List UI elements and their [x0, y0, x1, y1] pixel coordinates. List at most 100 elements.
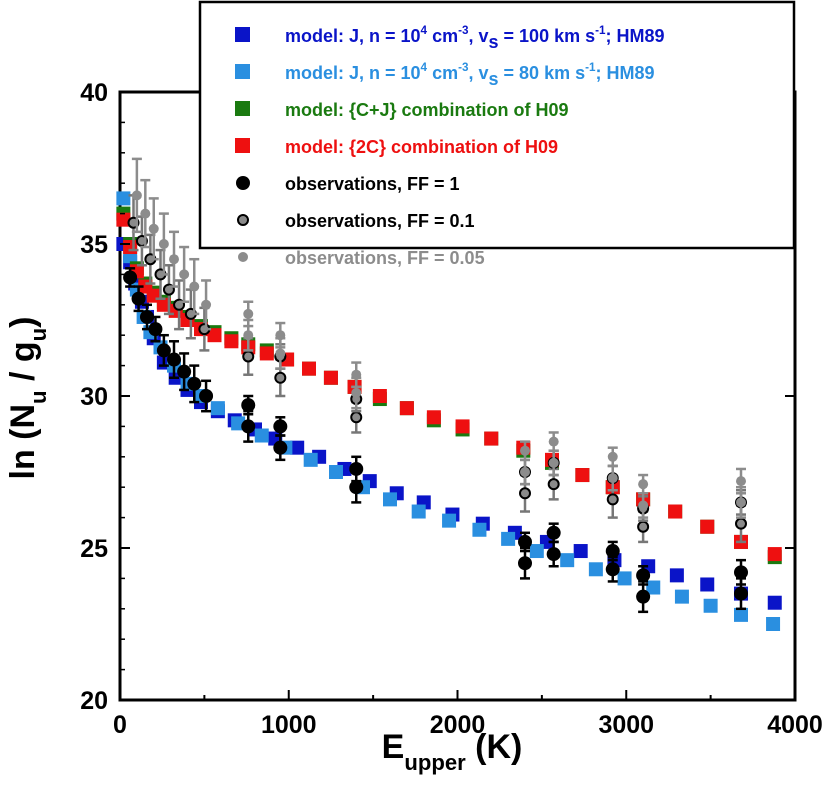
data-point-circle — [167, 352, 181, 367]
legend-label-part: cm — [427, 26, 458, 46]
data-point-circle — [242, 350, 255, 363]
data-point-circle — [201, 299, 212, 310]
data-point-circle — [243, 330, 254, 341]
data-point-circle — [548, 457, 559, 468]
data-point-square — [156, 297, 171, 312]
data-point-circle — [547, 478, 560, 491]
legend-label-part: = 100 km s — [499, 26, 596, 46]
x-tick-label: 4000 — [767, 711, 823, 739]
data-point-square — [529, 544, 544, 559]
y-axis-title-sub2: u — [26, 328, 51, 342]
data-point-circle — [199, 389, 214, 403]
y-tick-label: 20 — [80, 687, 108, 715]
legend-label: model: J, n = 104 cm-3, vs = 80 km s-1; … — [285, 61, 655, 89]
data-point-square — [703, 598, 718, 613]
data-point-square — [617, 571, 632, 586]
data-point-circle — [189, 281, 200, 292]
data-point-square — [259, 346, 274, 361]
data-point-square — [575, 468, 590, 483]
data-point-circle — [638, 500, 649, 511]
data-point-square — [323, 370, 338, 385]
legend-label-part: -3 — [458, 24, 469, 37]
data-point-square — [668, 504, 683, 519]
data-point-circle — [636, 589, 651, 604]
data-point-circle — [734, 565, 748, 580]
data-point-circle — [275, 348, 286, 359]
data-point-circle — [350, 411, 363, 424]
data-point-square — [116, 191, 131, 206]
data-point-square — [224, 334, 239, 349]
legend-label: model: {2C} combination of H09 — [285, 137, 558, 157]
y-axis-title-sub1: u — [26, 390, 51, 404]
data-point-square — [669, 568, 684, 583]
x-axis-title-main: E — [382, 728, 405, 766]
x-tick-label: 1000 — [261, 711, 317, 739]
data-point-square — [734, 607, 748, 622]
data-point-circle — [131, 291, 146, 306]
data-point-circle — [736, 476, 746, 487]
data-point-circle — [241, 398, 256, 413]
data-point-square — [210, 401, 225, 416]
legend-label-part: ; HM89 — [606, 26, 665, 46]
x-tick-label: 3000 — [598, 711, 654, 739]
data-point-circle — [607, 473, 618, 484]
data-point-square — [254, 428, 269, 443]
y-axis-title-post: ) — [4, 317, 42, 328]
data-point-square — [399, 401, 414, 416]
data-point-square — [303, 452, 318, 467]
data-point-circle — [518, 534, 532, 549]
x-axis-title: Eupper (K) — [382, 728, 523, 775]
data-point-square — [484, 431, 499, 446]
data-point-circle — [274, 371, 287, 384]
data-point-square — [290, 440, 305, 455]
data-point-circle — [605, 544, 620, 559]
data-point-circle — [605, 562, 620, 577]
legend-label-part: = 80 km s — [499, 63, 586, 83]
data-point-square — [573, 544, 588, 559]
legend-label: observations, FF = 0.1 — [285, 211, 475, 231]
x-tick-label: 2000 — [430, 711, 486, 739]
legend-marker — [235, 64, 250, 79]
data-point-square — [560, 553, 575, 568]
data-point-square — [767, 595, 782, 610]
series-4 — [123, 267, 748, 614]
data-point-square — [700, 577, 715, 592]
legend-label-part: ; HM89 — [596, 63, 655, 83]
data-point-circle — [734, 586, 748, 601]
legend-marker — [235, 138, 250, 153]
x-tick-label: 0 — [113, 711, 127, 739]
legend-label-part: , v — [469, 63, 489, 83]
series-layer — [116, 157, 782, 631]
data-point-square — [442, 513, 457, 528]
data-point-circle — [273, 419, 288, 434]
data-point-circle — [736, 497, 746, 508]
data-point-circle — [351, 387, 362, 398]
legend-label-part: -3 — [458, 61, 469, 74]
data-point-square — [674, 589, 689, 604]
legend-label-part: observations, FF = 0.1 — [285, 211, 475, 231]
data-point-square — [116, 212, 131, 227]
data-point-circle — [140, 309, 154, 324]
data-point-circle — [169, 254, 179, 265]
data-point-square — [646, 580, 661, 595]
y-tick-label: 25 — [80, 535, 108, 563]
data-point-circle — [177, 364, 192, 379]
legend-label-part: model: {2C} combination of H09 — [285, 137, 558, 157]
data-point-circle — [520, 467, 530, 477]
data-point-circle — [546, 525, 561, 540]
legend-label-part: observations, FF = 0.05 — [285, 248, 485, 268]
legend-label: observations, FF = 0.05 — [285, 248, 485, 268]
data-point-circle — [519, 487, 531, 500]
data-point-circle — [607, 451, 618, 462]
data-point-circle — [158, 239, 169, 249]
data-point-circle — [179, 269, 190, 280]
data-point-square — [372, 389, 387, 403]
legend-label: model: {C+J} combination of H09 — [285, 100, 569, 120]
data-point-square — [329, 465, 343, 479]
data-point-circle — [187, 376, 202, 391]
data-point-circle — [518, 556, 532, 571]
legend-label-part: observations, FF = 1 — [285, 174, 460, 194]
y-tick-label: 35 — [80, 231, 108, 259]
legend-label-part: s — [489, 69, 499, 89]
